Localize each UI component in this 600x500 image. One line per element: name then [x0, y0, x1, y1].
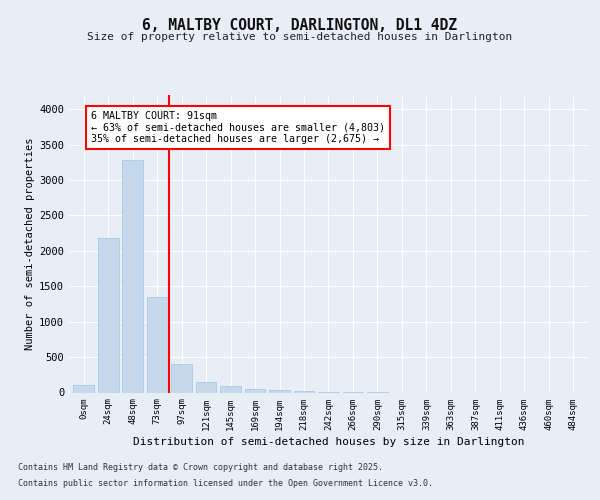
Text: Size of property relative to semi-detached houses in Darlington: Size of property relative to semi-detach… — [88, 32, 512, 42]
Text: 6 MALTBY COURT: 91sqm
← 63% of semi-detached houses are smaller (4,803)
35% of s: 6 MALTBY COURT: 91sqm ← 63% of semi-deta… — [91, 110, 385, 144]
Bar — [269, 390, 290, 392]
Bar — [122, 160, 143, 392]
Bar — [196, 382, 217, 392]
X-axis label: Distribution of semi-detached houses by size in Darlington: Distribution of semi-detached houses by … — [133, 436, 524, 446]
Text: Contains public sector information licensed under the Open Government Licence v3: Contains public sector information licen… — [18, 478, 433, 488]
Bar — [98, 238, 119, 392]
Bar — [171, 364, 192, 392]
Y-axis label: Number of semi-detached properties: Number of semi-detached properties — [25, 138, 35, 350]
Bar — [147, 297, 167, 392]
Bar — [220, 386, 241, 392]
Bar — [293, 391, 314, 392]
Bar — [245, 388, 265, 392]
Text: 6, MALTBY COURT, DARLINGTON, DL1 4DZ: 6, MALTBY COURT, DARLINGTON, DL1 4DZ — [143, 18, 458, 32]
Bar — [73, 386, 94, 392]
Text: Contains HM Land Registry data © Crown copyright and database right 2025.: Contains HM Land Registry data © Crown c… — [18, 464, 383, 472]
